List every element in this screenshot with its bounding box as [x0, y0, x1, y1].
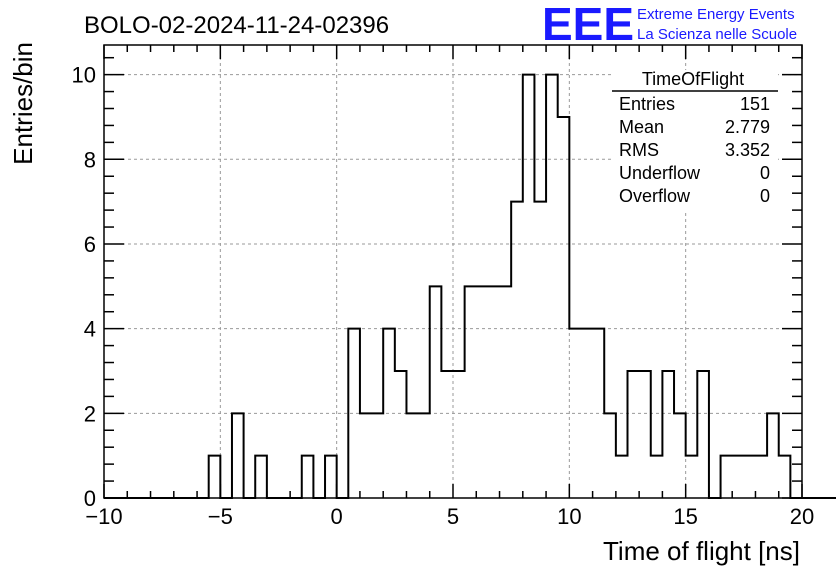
histogram-bin: [523, 75, 535, 498]
histogram-bin: [662, 371, 674, 498]
histogram-bin: [325, 456, 337, 498]
histogram-bin: [255, 456, 267, 498]
histogram-bin: [744, 456, 756, 498]
histogram-bin: [395, 371, 407, 498]
logo-line-2: La Scienza nelle Scuole: [637, 26, 797, 43]
stats-row-value: 151: [740, 94, 770, 114]
x-tick-label: 15: [673, 504, 697, 529]
histogram-bin: [767, 413, 779, 498]
stats-row-value: 0: [760, 163, 770, 183]
logo-mark: EEE: [542, 0, 634, 50]
histogram-bin: [534, 202, 546, 498]
y-tick-label: 0: [84, 486, 96, 511]
histogram-bin: [732, 456, 744, 498]
histogram-bin: [697, 371, 709, 498]
histogram-bin: [488, 286, 500, 498]
y-axis-label: Entries/bin: [8, 42, 38, 165]
histogram-bin: [779, 456, 791, 498]
stats-row-label: Overflow: [619, 186, 691, 206]
histogram-bin: [302, 456, 314, 498]
axis-ticks: [103, 45, 803, 499]
histogram-bin: [418, 413, 430, 498]
stats-row-value: 2.779: [725, 117, 770, 137]
histogram-bin: [604, 413, 616, 498]
stats-row-value: 0: [760, 186, 770, 206]
y-tick-labels: 0 2 4 6 8 10: [72, 63, 96, 511]
histogram-bin: [430, 286, 442, 498]
x-tick-labels: −10 −5 0 5 10 15 20: [85, 504, 814, 529]
y-tick-label: 6: [84, 232, 96, 257]
y-tick-label: 8: [84, 147, 96, 172]
stats-rows: Entries 151 Mean 2.779 RMS 3.352 Underflow 0 Ove…: [619, 94, 770, 206]
stats-row-label: RMS: [619, 140, 659, 160]
stats-box: TimeOfFlight Entries 151 Mean 2.779 RMS 3.352…: [612, 69, 778, 210]
stats-title: TimeOfFlight: [642, 69, 744, 89]
histogram-bin: [360, 413, 372, 498]
y-tick-label: 10: [72, 63, 96, 88]
histogram-bin: [406, 413, 418, 498]
y-tick-label: 4: [84, 317, 96, 342]
histogram-bin: [511, 202, 523, 498]
x-tick-label: 5: [447, 504, 459, 529]
stats-row-label: Underflow: [619, 163, 701, 183]
stats-box-background: [612, 70, 778, 210]
x-tick-label: −10: [85, 504, 122, 529]
histogram-bin: [651, 456, 663, 498]
chart-title: BOLO-02-2024-11-24-02396: [84, 12, 389, 39]
histogram-bin: [209, 456, 221, 498]
histogram-bin: [476, 286, 488, 498]
stats-row-value: 3.352: [725, 140, 770, 160]
x-axis-label: Time of flight [ns]: [603, 536, 800, 566]
eee-logo: EEE Extreme Energy Events La Scienza nel…: [542, 0, 797, 50]
stats-row-label: Mean: [619, 117, 664, 137]
grid-lines: [104, 45, 802, 498]
histogram-bin: [628, 371, 640, 498]
histogram-bin: [674, 413, 686, 498]
histogram-bin: [546, 75, 558, 498]
histogram-bin: [465, 286, 477, 498]
histogram-bin: [500, 286, 512, 498]
stats-row-label: Entries: [619, 94, 675, 114]
histogram-outline: [104, 73, 836, 499]
histogram-bin: [721, 456, 733, 498]
histogram-bin: [441, 371, 453, 498]
x-tick-label: 0: [331, 504, 343, 529]
histogram-bin: [453, 371, 465, 498]
x-tick-label: 20: [790, 504, 814, 529]
histogram-bin: [686, 456, 698, 498]
histogram-bin: [232, 413, 244, 498]
x-tick-label: −5: [208, 504, 233, 529]
histogram-bin: [558, 117, 570, 498]
histogram-bin: [616, 456, 628, 498]
x-tick-label: 10: [557, 504, 581, 529]
logo-line-1: Extreme Energy Events: [637, 6, 795, 23]
histogram-bin: [372, 413, 384, 498]
histogram-bin: [755, 456, 767, 498]
histogram-bin: [639, 371, 651, 498]
y-tick-label: 2: [84, 401, 96, 426]
